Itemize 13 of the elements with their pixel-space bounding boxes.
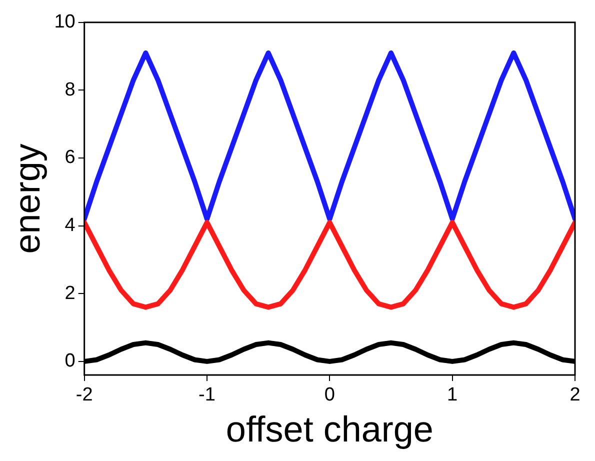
y-tick-label: 4 xyxy=(64,215,76,236)
y-axis-title: energy xyxy=(6,144,48,254)
x-axis-title: offset charge xyxy=(226,408,434,450)
x-tick-label: 1 xyxy=(447,384,458,406)
x-tick-label: -2 xyxy=(76,384,93,406)
y-tick-label: 8 xyxy=(64,79,76,100)
y-tick-label: 10 xyxy=(54,12,76,33)
x-tick-label: 2 xyxy=(570,384,580,406)
y-tick-label: 2 xyxy=(64,282,76,304)
x-tick-label: 0 xyxy=(324,384,335,406)
y-tick-label: 0 xyxy=(64,350,76,372)
y-tick-label: 6 xyxy=(64,147,76,168)
x-tick-label: -1 xyxy=(198,384,216,406)
